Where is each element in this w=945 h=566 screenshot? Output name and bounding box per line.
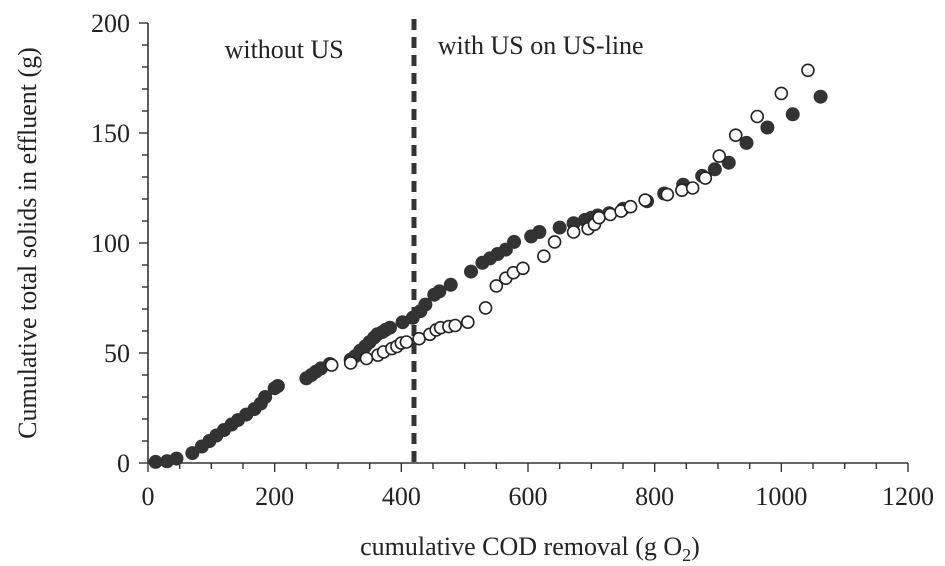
filled-point — [270, 379, 285, 393]
series-filled-circles — [148, 89, 828, 469]
y-axis-title: Cumulative total solids in effluent (g) — [13, 47, 42, 439]
x-tick-label: 1200 — [882, 482, 934, 511]
open-point — [774, 86, 789, 101]
filled-point — [148, 454, 163, 469]
filled-point — [418, 297, 433, 312]
filled-point — [813, 89, 828, 104]
x-tick-label: 400 — [382, 482, 421, 511]
x-tick-label: 600 — [509, 482, 548, 511]
annotation-without-us: without US — [225, 35, 344, 64]
open-point — [712, 149, 727, 163]
filled-point — [785, 107, 800, 122]
filled-point — [739, 135, 754, 150]
open-point — [547, 235, 562, 249]
open-point — [516, 261, 530, 276]
filled-point — [382, 320, 397, 335]
filled-point — [707, 162, 722, 177]
open-point — [566, 225, 581, 239]
filled-point — [507, 234, 522, 249]
y-tick-label: 150 — [91, 119, 130, 148]
open-point — [448, 318, 462, 333]
plot-area: 0 50 100 150 200 0 200 400 600 800 1000 1200 — [91, 9, 934, 511]
open-point — [537, 249, 551, 264]
filled-point — [532, 225, 547, 239]
open-point — [750, 109, 765, 124]
x-tick-label: 1000 — [755, 482, 807, 511]
filled-point — [443, 277, 458, 292]
open-point — [685, 181, 700, 195]
open-point — [660, 187, 675, 202]
filled-point — [169, 451, 184, 466]
open-point — [698, 171, 713, 185]
open-point — [461, 315, 475, 330]
open-point — [359, 351, 374, 366]
open-point — [343, 356, 358, 370]
filled-point — [760, 120, 775, 135]
y-axis-ticks: 0 50 100 150 200 — [91, 9, 148, 478]
open-point — [801, 63, 815, 78]
y-tick-label: 200 — [91, 9, 130, 38]
open-point — [399, 335, 414, 349]
open-point — [324, 358, 339, 372]
open-point — [675, 183, 689, 197]
annotation-with-us: with US on US-line — [438, 31, 644, 60]
filled-point — [464, 264, 478, 279]
y-tick-label: 50 — [104, 339, 130, 368]
filled-point — [258, 390, 273, 404]
open-point — [478, 301, 493, 315]
filled-point — [552, 220, 567, 235]
open-point — [592, 210, 606, 225]
open-point — [638, 193, 652, 207]
y-tick-label: 0 — [117, 449, 130, 478]
y-tick-label: 100 — [91, 229, 130, 258]
open-point — [489, 279, 504, 293]
open-point — [623, 199, 638, 214]
open-point — [728, 128, 743, 142]
x-tick-label: 0 — [142, 482, 155, 511]
series-open-circles — [324, 63, 815, 372]
x-tick-label: 200 — [255, 482, 294, 511]
filled-point — [432, 284, 447, 299]
x-axis-ticks: 0 200 400 600 800 1000 1200 — [142, 463, 934, 511]
x-axis-title: cumulative COD removal (g O2) — [360, 532, 700, 565]
x-tick-label: 800 — [635, 482, 674, 511]
